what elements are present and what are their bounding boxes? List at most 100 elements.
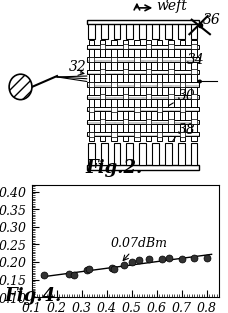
- Bar: [100, 45, 105, 50]
- Bar: [145, 69, 151, 74]
- Bar: [87, 107, 198, 112]
- Text: weft: weft: [156, 0, 187, 13]
- Text: Fig.4.: Fig.4.: [5, 286, 62, 305]
- Circle shape: [198, 80, 201, 83]
- Text: 38: 38: [178, 123, 196, 137]
- Point: [67, 272, 71, 277]
- Point: [205, 255, 208, 260]
- Bar: [123, 69, 128, 74]
- Bar: [180, 57, 185, 62]
- Bar: [145, 119, 151, 125]
- Bar: [134, 107, 140, 112]
- Bar: [178, 143, 184, 165]
- Bar: [139, 23, 146, 39]
- Bar: [178, 23, 184, 39]
- Bar: [152, 143, 159, 165]
- Ellipse shape: [9, 74, 32, 100]
- Bar: [191, 119, 197, 125]
- Bar: [111, 40, 117, 141]
- Bar: [134, 40, 140, 141]
- Bar: [87, 45, 198, 49]
- Bar: [145, 95, 151, 100]
- Bar: [180, 107, 185, 112]
- Bar: [100, 119, 105, 125]
- Bar: [152, 23, 159, 39]
- Bar: [88, 132, 94, 137]
- Bar: [168, 40, 174, 141]
- Bar: [191, 95, 197, 100]
- Bar: [101, 23, 107, 39]
- Bar: [88, 143, 95, 165]
- Bar: [134, 82, 140, 87]
- Point: [137, 258, 141, 263]
- Point: [180, 256, 183, 261]
- Bar: [134, 132, 140, 137]
- Bar: [100, 95, 105, 100]
- Text: 34: 34: [187, 53, 205, 67]
- Bar: [145, 40, 151, 141]
- Bar: [87, 58, 198, 62]
- Bar: [157, 82, 162, 87]
- Bar: [111, 132, 117, 137]
- Bar: [190, 143, 197, 165]
- Bar: [190, 23, 197, 39]
- Bar: [157, 40, 162, 141]
- Bar: [87, 120, 198, 124]
- Bar: [111, 82, 117, 87]
- Bar: [100, 40, 105, 141]
- Bar: [157, 57, 162, 62]
- Point: [122, 262, 126, 267]
- Bar: [180, 132, 185, 137]
- Point: [167, 255, 171, 260]
- Bar: [123, 45, 128, 50]
- Bar: [168, 69, 174, 74]
- Bar: [168, 119, 174, 125]
- Bar: [111, 107, 117, 112]
- Bar: [114, 143, 120, 165]
- Bar: [88, 23, 95, 39]
- Bar: [134, 57, 140, 62]
- Point: [43, 273, 46, 278]
- Bar: [123, 95, 128, 100]
- Bar: [165, 143, 171, 165]
- Bar: [111, 57, 117, 62]
- Point: [147, 257, 151, 262]
- Bar: [88, 40, 94, 141]
- Bar: [126, 23, 133, 39]
- Bar: [87, 165, 198, 170]
- Bar: [87, 95, 198, 99]
- Point: [130, 260, 133, 265]
- Text: Fig.2.: Fig.2.: [86, 158, 142, 177]
- Bar: [100, 69, 105, 74]
- Point: [160, 256, 163, 261]
- Point: [85, 267, 89, 272]
- Point: [73, 272, 76, 277]
- Bar: [191, 45, 197, 50]
- Text: 36: 36: [203, 13, 221, 27]
- Bar: [87, 82, 198, 87]
- Bar: [88, 82, 94, 87]
- Text: 30: 30: [178, 89, 196, 103]
- Bar: [145, 45, 151, 50]
- Bar: [168, 95, 174, 100]
- Bar: [191, 69, 197, 74]
- Bar: [87, 132, 198, 136]
- Bar: [191, 40, 197, 141]
- Text: 32: 32: [68, 60, 86, 74]
- Bar: [126, 143, 133, 165]
- Bar: [87, 20, 198, 24]
- Bar: [88, 107, 94, 112]
- Text: 0.07dBm: 0.07dBm: [110, 236, 167, 260]
- Bar: [87, 70, 198, 74]
- Bar: [157, 107, 162, 112]
- Bar: [123, 40, 128, 141]
- Bar: [157, 132, 162, 137]
- Text: warp: warp: [139, 0, 175, 2]
- Bar: [139, 143, 146, 165]
- Bar: [123, 119, 128, 125]
- Bar: [114, 23, 120, 39]
- Bar: [165, 23, 171, 39]
- Bar: [180, 82, 185, 87]
- Point: [87, 267, 91, 272]
- Bar: [168, 45, 174, 50]
